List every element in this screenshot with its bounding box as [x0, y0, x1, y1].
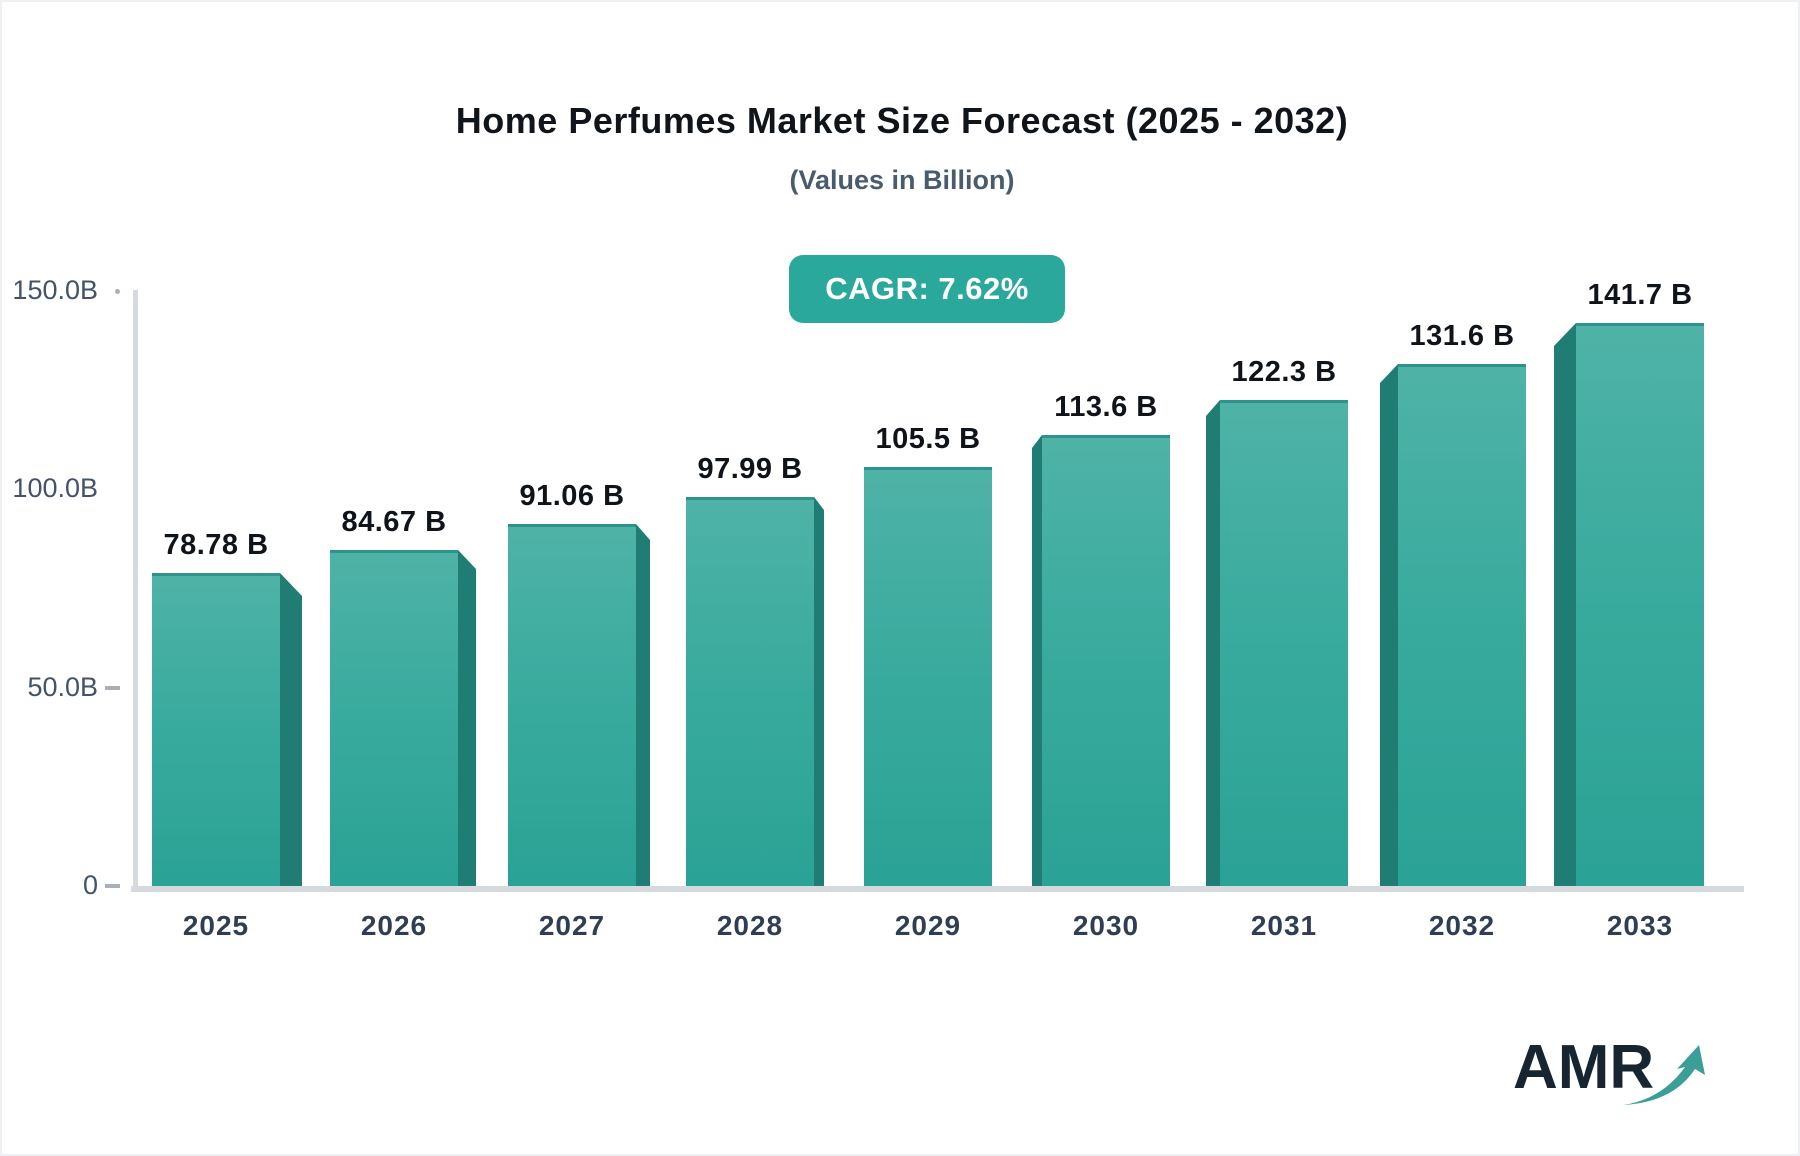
x-axis-label: 2027 [538, 910, 606, 941]
bar-2027 [508, 524, 636, 886]
bar-2031 [1220, 400, 1348, 886]
y-axis-tick-mark [105, 884, 120, 888]
bar-value-label: 131.6 B [1409, 320, 1515, 352]
bar-2029 [864, 467, 992, 886]
y-axis-tick-label: 0 [82, 870, 98, 900]
bar-2026 [330, 550, 458, 886]
x-axis-label: 2028 [716, 910, 784, 941]
x-axis-label: 2032 [1428, 910, 1496, 941]
y-axis-tick-label: 50.0B [27, 671, 98, 702]
x-axis-label: 2031 [1250, 910, 1318, 941]
x-axis-baseline [131, 886, 1744, 892]
bar-2033 [1576, 323, 1704, 886]
amr-logo-text: AMR [1513, 1033, 1655, 1102]
bar-2025 [152, 573, 280, 886]
bar-value-label: 84.67 B [341, 506, 447, 538]
y-axis-tick-mark [105, 685, 120, 690]
bar-3d-side [280, 573, 302, 886]
chart-title: Home Perfumes Market Size Forecast (2025… [455, 100, 1349, 141]
bar-value-label: 78.78 B [163, 529, 269, 561]
bar-3d-side [1554, 323, 1576, 886]
bar-3d-side [1380, 364, 1398, 886]
cagr-badge: CAGR: 7.62% [789, 255, 1065, 323]
x-axis-label: 2025 [182, 910, 250, 941]
bar-2030 [1042, 435, 1170, 886]
x-axis-label: 2026 [360, 910, 428, 941]
bar-3d-side [458, 550, 476, 886]
bar-value-label: 97.99 B [697, 453, 803, 485]
bar-3d-side [1032, 435, 1042, 886]
badge-row: CAGR: 7.62% [135, 255, 1719, 323]
x-axis-label: 2029 [894, 910, 962, 941]
bar-3d-side [1206, 400, 1220, 886]
bar-3d-side [636, 524, 650, 886]
bar-2032 [1398, 364, 1526, 886]
chart-subtitle: (Values in Billion) [789, 165, 1015, 195]
x-axis-label: 2033 [1606, 910, 1674, 941]
y-axis-tick-mark [115, 288, 120, 294]
bar-2028 [686, 497, 814, 886]
bar-3d-side [814, 497, 824, 886]
x-axis-label: 2030 [1072, 910, 1140, 941]
bar-value-label: 141.7 B [1587, 279, 1693, 311]
growth-arrow-icon [1623, 1045, 1705, 1105]
amr-logo: AMR [1513, 1029, 1713, 1109]
bar-value-label: 113.6 B [1054, 391, 1158, 423]
y-axis-tick-label: 150.0B [12, 274, 98, 305]
growth-arrow-path [1623, 1045, 1705, 1105]
bar-value-label: 91.06 B [519, 480, 625, 512]
bar-value-label: 122.3 B [1231, 356, 1337, 388]
y-axis-line [133, 290, 138, 888]
bar-value-label: 105.5 B [875, 423, 981, 455]
y-axis-tick-label: 100.0B [12, 473, 98, 503]
